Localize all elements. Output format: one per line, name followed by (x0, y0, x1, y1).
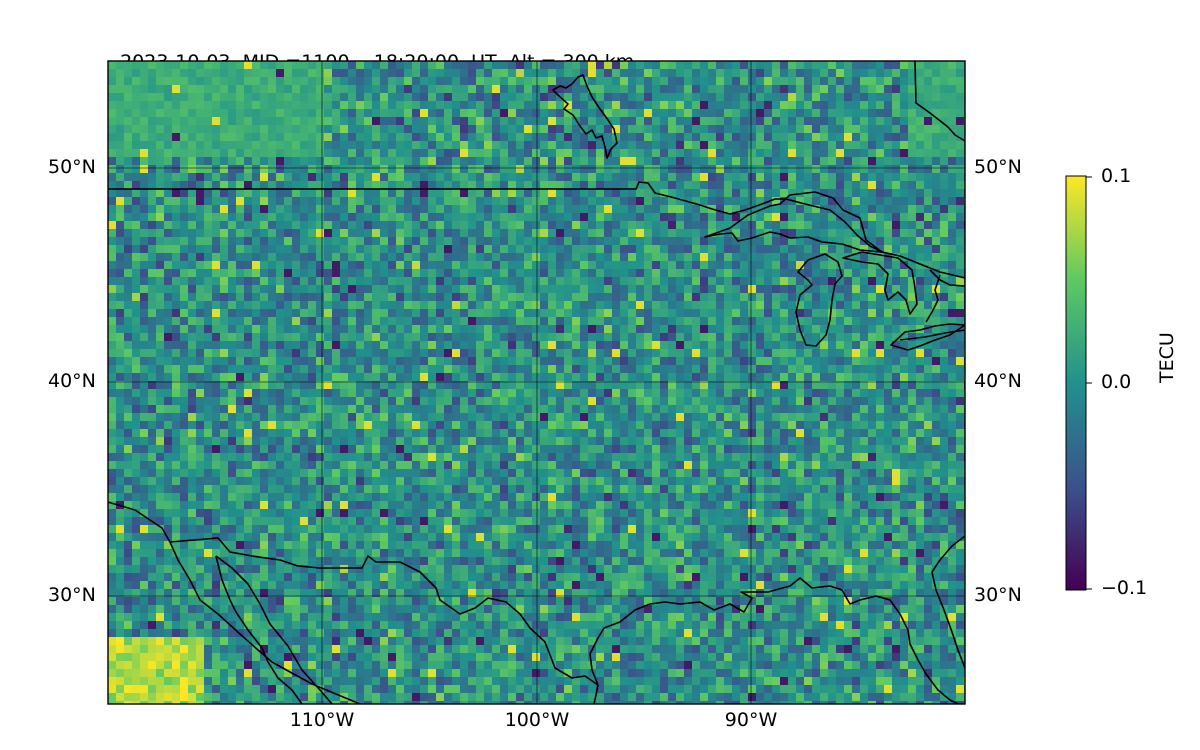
us-canada-border (108, 181, 965, 279)
northeast-coast (914, 61, 965, 142)
tec-raster (108, 61, 965, 704)
colorbar-max-label: 0.1 (1101, 165, 1132, 187)
colorbar-gradient (1065, 175, 1087, 591)
lat-label-right-30: 30°N (974, 584, 1022, 606)
graticule (108, 61, 965, 704)
lat-label-right-50: 50°N (974, 156, 1022, 178)
colorbar-mid-label: 0.0 (1101, 371, 1132, 393)
lake-erie (890, 323, 965, 351)
us-mexico-border (169, 537, 599, 686)
lake-huron-east (925, 269, 965, 323)
baja-coast (215, 555, 333, 704)
baja-west-coast (215, 555, 303, 704)
lake-ontario (899, 329, 965, 341)
lake-huron (842, 251, 918, 315)
gulf-of-california-coast (108, 501, 361, 704)
lon-label-110w: 110°W (289, 709, 355, 731)
lat-label-left-30: 30°N (48, 584, 96, 606)
lat-label-right-40: 40°N (974, 370, 1022, 392)
colorbar (1065, 175, 1092, 591)
lat-label-left-40: 40°N (48, 370, 96, 392)
mexico-coast (593, 684, 599, 704)
lat-label-left-50: 50°N (48, 156, 96, 178)
colorbar-min-label: −0.1 (1101, 577, 1148, 599)
hudson-bay-coast (552, 74, 618, 159)
florida-east-coast (931, 535, 965, 669)
map-frame (107, 60, 966, 705)
lon-label-90w: 90°W (724, 709, 778, 731)
lake-michigan (795, 253, 843, 347)
gulf-coast (589, 577, 959, 704)
lake-superior (704, 191, 883, 253)
colorbar-title: TECU (1156, 332, 1178, 383)
lon-label-100w: 100°W (504, 709, 570, 731)
